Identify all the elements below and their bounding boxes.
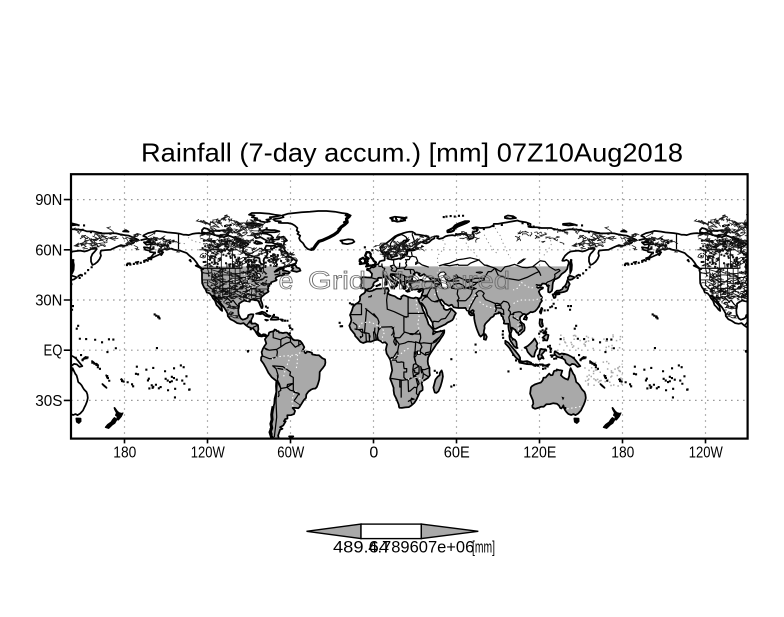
svg-text:120W: 120W xyxy=(689,445,724,462)
svg-text:e: e xyxy=(279,267,294,295)
svg-text:90N: 90N xyxy=(35,192,62,209)
svg-text:60N: 60N xyxy=(35,242,62,259)
svg-text:EQ: EQ xyxy=(44,343,63,360)
svg-text:0: 0 xyxy=(369,445,378,462)
svg-text:4.789607e+06: 4.789607e+06 xyxy=(368,538,474,557)
svg-text:30S: 30S xyxy=(35,393,62,410)
svg-text:180: 180 xyxy=(113,445,136,462)
svg-text:60E: 60E xyxy=(444,445,470,462)
svg-text:Measured: Measured xyxy=(380,267,510,295)
svg-text:[mm]: [mm] xyxy=(472,538,495,557)
svg-text:30N: 30N xyxy=(35,293,62,310)
svg-text:489.64: 489.64 xyxy=(333,538,389,557)
svg-text:Grid: Grid xyxy=(308,267,366,295)
svg-text:120W: 120W xyxy=(191,445,226,462)
svg-text:Rainfall (7-day accum.) [mm] 0: Rainfall (7-day accum.) [mm] 07Z10Aug201… xyxy=(141,138,683,168)
svg-text:60W: 60W xyxy=(277,445,305,462)
svg-text:120E: 120E xyxy=(523,445,556,462)
svg-text:180: 180 xyxy=(611,445,634,462)
